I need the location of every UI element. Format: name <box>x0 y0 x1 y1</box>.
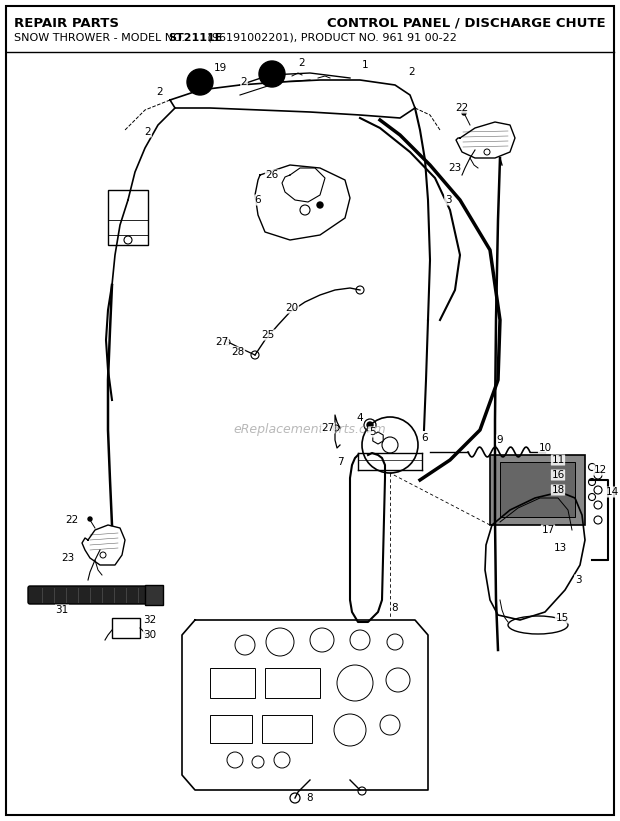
Bar <box>262 715 312 743</box>
Text: 4: 4 <box>356 413 363 423</box>
Text: SNOW THROWER - MODEL NO.: SNOW THROWER - MODEL NO. <box>14 33 188 43</box>
Text: 13: 13 <box>554 543 567 553</box>
Text: 18: 18 <box>551 485 565 495</box>
Text: 6: 6 <box>422 433 428 443</box>
Text: 1: 1 <box>361 60 368 70</box>
Text: 8: 8 <box>392 603 398 613</box>
Circle shape <box>259 61 285 87</box>
Circle shape <box>317 202 323 208</box>
Text: 11: 11 <box>551 455 565 465</box>
Text: 31: 31 <box>55 605 69 615</box>
Text: 22: 22 <box>455 103 469 113</box>
Text: 17: 17 <box>541 525 555 535</box>
Text: 10: 10 <box>538 443 552 453</box>
Text: ST2111E: ST2111E <box>168 33 223 43</box>
Circle shape <box>367 422 373 428</box>
Text: CONTROL PANEL / DISCHARGE CHUTE: CONTROL PANEL / DISCHARGE CHUTE <box>327 17 606 30</box>
Text: 19: 19 <box>213 63 227 73</box>
Bar <box>265 668 320 698</box>
Text: 2: 2 <box>299 58 305 68</box>
Bar <box>500 462 575 517</box>
Text: 7: 7 <box>337 457 343 467</box>
Text: 26: 26 <box>265 170 278 180</box>
Bar <box>490 455 585 525</box>
Text: 27: 27 <box>321 423 335 433</box>
Text: (96191002201), PRODUCT NO. 961 91 00-22: (96191002201), PRODUCT NO. 961 91 00-22 <box>204 33 457 43</box>
Text: 8: 8 <box>307 793 313 803</box>
Text: 3: 3 <box>445 195 451 205</box>
Text: 15: 15 <box>556 613 569 623</box>
Text: 2: 2 <box>157 87 163 97</box>
Text: 23: 23 <box>448 163 462 173</box>
Text: 14: 14 <box>605 487 619 497</box>
Text: 27: 27 <box>215 337 229 347</box>
Circle shape <box>462 111 466 115</box>
Text: 22: 22 <box>65 515 79 525</box>
Text: 23: 23 <box>61 553 74 563</box>
Text: 9: 9 <box>497 435 503 445</box>
Text: 2: 2 <box>409 67 415 77</box>
Text: 20: 20 <box>285 303 299 313</box>
Text: 12: 12 <box>593 465 606 475</box>
FancyBboxPatch shape <box>145 585 163 605</box>
FancyBboxPatch shape <box>28 586 152 604</box>
Text: 2: 2 <box>241 77 247 87</box>
Bar <box>210 668 255 698</box>
Text: 3: 3 <box>575 575 582 585</box>
Text: 2: 2 <box>144 127 151 137</box>
Bar <box>210 715 252 743</box>
Text: 28: 28 <box>231 347 245 357</box>
Text: 6: 6 <box>255 195 261 205</box>
Text: 5: 5 <box>369 427 375 437</box>
Circle shape <box>187 69 213 95</box>
Text: 30: 30 <box>143 630 157 640</box>
Text: 32: 32 <box>143 615 157 625</box>
Circle shape <box>88 517 92 521</box>
Text: eReplacementParts.com: eReplacementParts.com <box>234 424 386 437</box>
Text: 25: 25 <box>262 330 275 340</box>
Text: REPAIR PARTS: REPAIR PARTS <box>14 17 119 30</box>
Text: 16: 16 <box>551 470 565 480</box>
